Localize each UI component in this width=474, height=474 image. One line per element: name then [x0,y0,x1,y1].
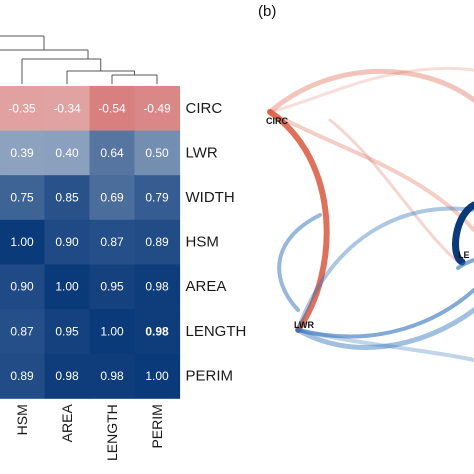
heatmap-cell [89,175,136,221]
heatmap-cell-label: 1.00 [145,369,169,383]
heatmap-cell-label: 0.87 [100,235,124,249]
heatmap-cell [0,86,46,132]
heatmap-cell [0,175,46,221]
column-label-area: AREA [59,404,75,443]
network-edge [456,258,474,270]
heatmap-cell [44,219,91,265]
heatmap-cell [89,353,136,399]
heatmap-cell-label: 0.95 [55,324,79,338]
heatmap-cell-label: 0.89 [10,369,34,383]
row-label-perim: PERIM [186,367,234,384]
heatmap-cell [0,219,46,265]
network-node-circ: CIRC [266,116,288,126]
network-edge [268,110,474,232]
heatmap-cell-label: -0.54 [98,101,126,115]
column-label-perim: PERIM [149,404,165,448]
heatmap-column-labels: HSM AREA LENGTH PERIM [14,404,165,461]
heatmap-cell-label: 0.98 [145,324,169,338]
network-edge [268,66,474,114]
panel-label-b: (b) [258,3,276,20]
network-edge [295,307,474,350]
heatmap-cell [44,309,91,355]
row-label-length: LENGTH [186,323,247,340]
heatmap-cell-label: 1.00 [55,280,79,294]
network-edge [267,68,474,115]
network-node-le: LE [458,250,470,260]
heatmap-cell-label: 0.75 [10,191,34,205]
heatmap-cell-label: 0.98 [145,280,169,294]
row-label-lwr: LWR [186,144,218,161]
network-edge [296,206,474,332]
heatmap-cell [89,264,136,310]
heatmap-cell [44,353,91,399]
network-node-lwr: LWR [294,320,314,330]
network-edge [328,118,460,264]
row-label-width: WIDTH [186,189,235,206]
heatmap-cell [134,353,181,399]
heatmap-cell [44,175,91,221]
heatmap-cell [44,86,91,132]
heatmap-cell-label: 0.98 [100,369,124,383]
network-edge [277,213,322,312]
heatmap-cell [89,219,136,265]
row-label-area: AREA [186,278,227,295]
heatmap-cell-label: 0.69 [100,191,124,205]
heatmap-cell [134,86,181,132]
heatmap-cell-label: 0.90 [55,235,79,249]
heatmap-cell [134,264,181,310]
heatmap-cell-label: 0.79 [145,191,169,205]
row-label-hsm: HSM [186,234,219,251]
heatmap-cell [89,130,136,176]
column-label-hsm: HSM [14,404,30,435]
heatmap-cell-label: 1.00 [100,324,124,338]
heatmap-cell [134,175,181,221]
heatmap-cell-label: 0.89 [145,235,169,249]
heatmap-cell-label: 0.87 [10,324,34,338]
correlation-network: CIRC LWR LE [266,66,474,362]
heatmap-cell-label: 1.00 [10,235,34,249]
heatmap-cell [134,219,181,265]
heatmap-cell [0,130,46,176]
dendrogram [0,35,158,84]
heatmap-cell [134,130,181,176]
heatmap-cell [134,309,181,355]
heatmap-row-labels: CIRC LWR WIDTH HSM AREA LENGTH PERIM [186,100,247,385]
heatmap-cell-label: -0.49 [143,101,171,115]
correlation-heatmap: 1-0.35-0.34-0.54-0.4910.390.400.640.5000… [0,86,181,399]
heatmap-cell [0,309,46,355]
heatmap-cell-label: 0.50 [145,146,169,160]
heatmap-cell [0,264,46,310]
network-edge [267,109,330,333]
row-label-circ: CIRC [186,100,223,117]
heatmap-cell-label: 0.98 [55,369,79,383]
heatmap-cell-label: 0.90 [10,280,34,294]
heatmap-cell [89,309,136,355]
heatmap-cell-label: 0.39 [10,146,34,160]
heatmap-cell [89,86,136,132]
heatmap-cell [44,264,91,310]
column-label-length: LENGTH [104,404,120,461]
heatmap-cell-label: 0.40 [55,146,79,160]
network-edge [296,288,474,339]
network-edge [452,201,474,266]
heatmap-cell-label: 0.85 [55,191,79,205]
heatmap-cell [0,353,46,399]
heatmap-cell [44,130,91,176]
heatmap-cell-label: 0.95 [100,280,124,294]
heatmap-cell-label: -0.35 [8,101,36,115]
heatmap-cell-label: -0.34 [53,101,81,115]
heatmap-cell-label: 0.64 [100,146,124,160]
